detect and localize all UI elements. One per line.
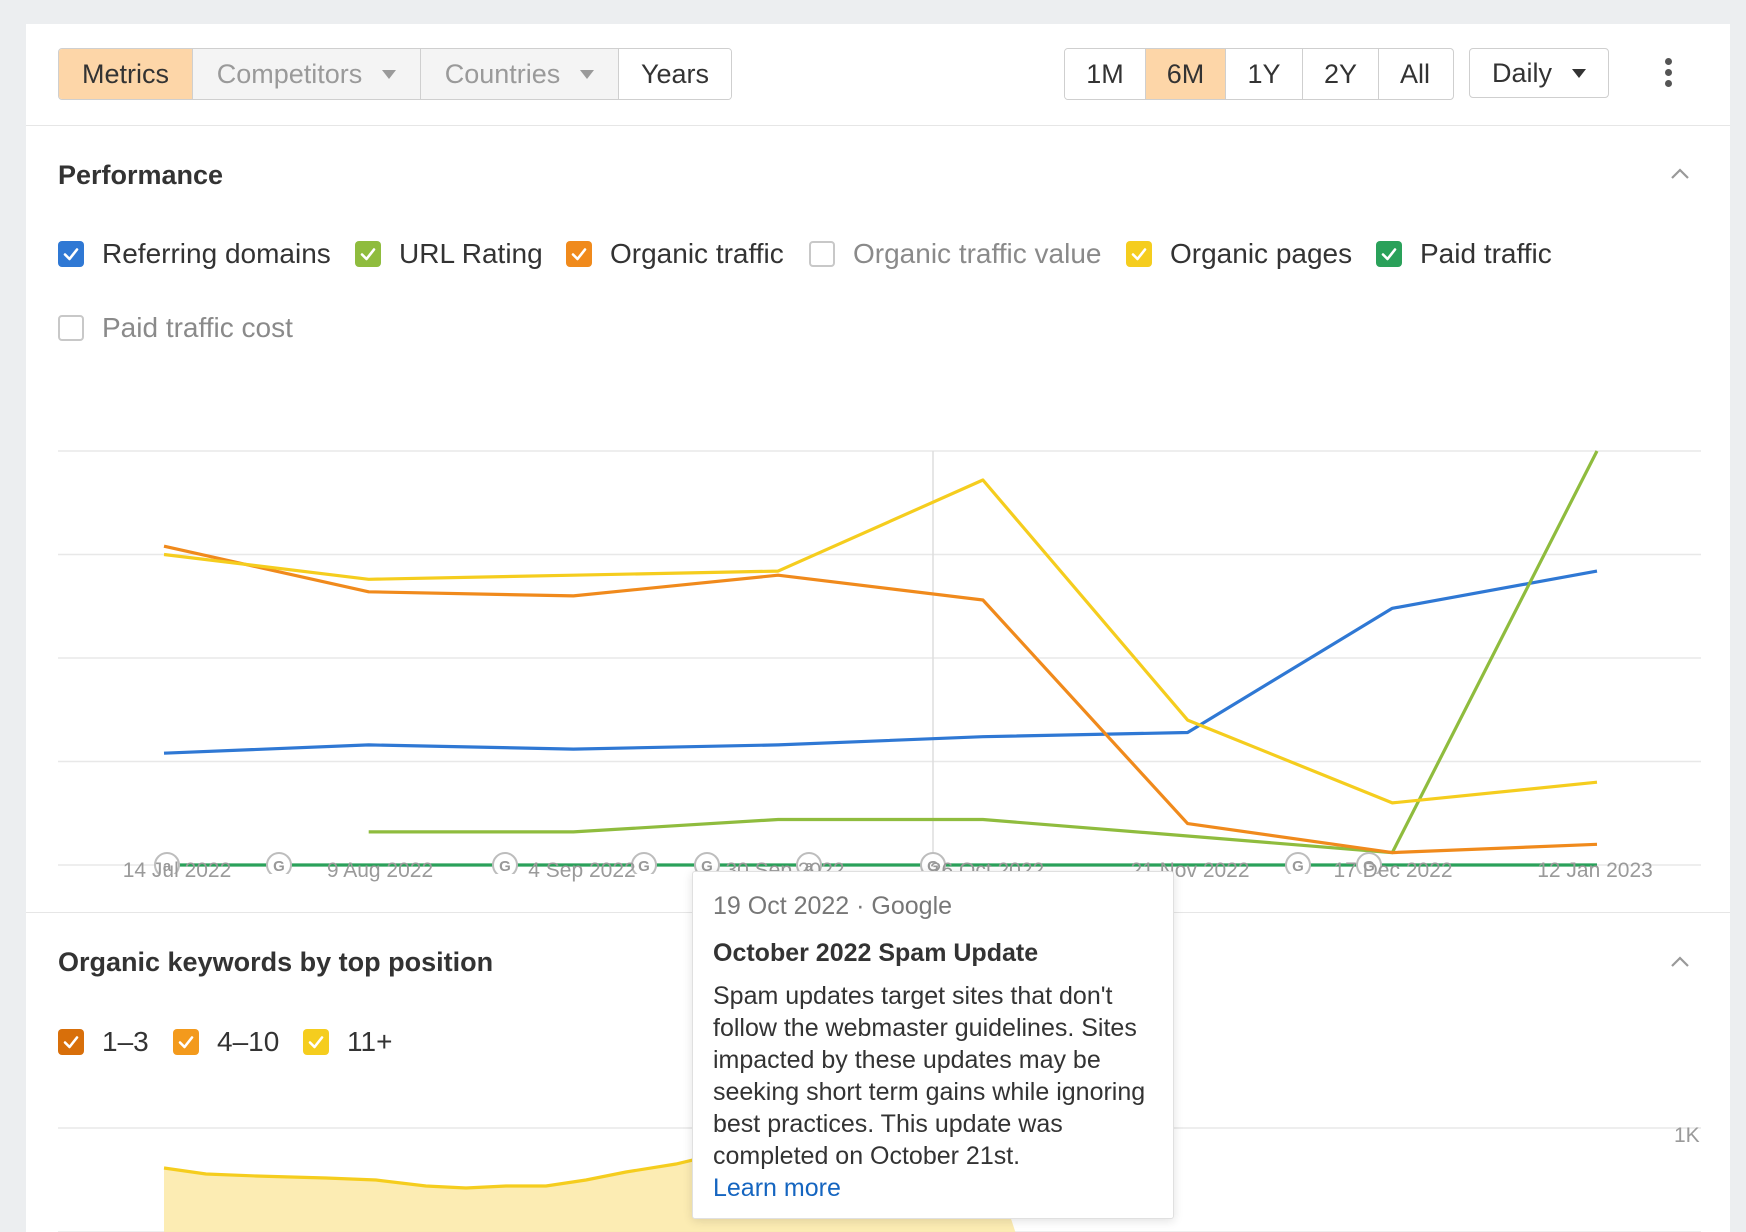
range-1m[interactable]: 1M — [1065, 49, 1146, 99]
annotation-tooltip: 19 Oct 2022 · Google October 2022 Spam U… — [692, 871, 1174, 1219]
legend-label: Paid traffic cost — [102, 312, 293, 343]
toolbar: Metrics Competitors Countries Years 1M 6… — [26, 24, 1730, 126]
marker-circle — [154, 852, 180, 874]
chevron-down-icon — [1572, 68, 1586, 78]
annotation-marker-icon: G — [1356, 852, 1382, 874]
legend-item[interactable]: 11+ — [303, 1026, 392, 1058]
marker-circle — [1285, 852, 1311, 874]
marker-label: G — [499, 858, 511, 874]
marker-label: G — [1363, 858, 1375, 874]
tab-countries[interactable]: Countries — [421, 49, 619, 99]
checkbox[interactable] — [303, 1029, 329, 1055]
x-tick-label: 9 Aug 2022 — [326, 859, 434, 882]
chevron-up-icon[interactable] — [1670, 952, 1690, 972]
legend-item[interactable]: 4–10 — [173, 1026, 279, 1058]
marker-label: a — [163, 858, 172, 874]
marker-circle — [1356, 852, 1382, 874]
range-6m[interactable]: 6M — [1146, 49, 1226, 99]
marker-circle — [694, 852, 720, 874]
y-tick-label: 1K — [1674, 1124, 1700, 1147]
marker-circle — [266, 852, 292, 874]
legend-label: Organic traffic — [610, 238, 784, 269]
chevron-down-icon — [580, 69, 595, 79]
x-tick-label: 17 Dec 2022 — [1333, 859, 1453, 882]
keywords-title: Organic keywords by top position — [58, 947, 494, 977]
marker-label: G — [638, 858, 650, 874]
marker-circle — [492, 852, 518, 874]
legend-label: 4–10 — [217, 1026, 280, 1057]
tooltip-title: October 2022 Spam Update — [713, 939, 1039, 967]
legend-item[interactable]: Referring domains — [58, 238, 331, 270]
checkbox[interactable] — [58, 315, 84, 341]
legend-label: Referring domains — [102, 238, 331, 269]
range-all[interactable]: All — [1379, 49, 1451, 99]
interval-dropdown[interactable]: Daily — [1469, 48, 1609, 98]
checkbox[interactable] — [1376, 241, 1402, 267]
tooltip-body: Spam updates target sites that don't fol… — [713, 982, 1146, 1170]
annotation-marker-icon: a — [796, 852, 822, 874]
x-tick-label: 14 Jul 2022 — [122, 859, 232, 882]
legend-item[interactable]: Paid traffic — [1376, 238, 1552, 270]
legend-label: Organic pages — [1170, 238, 1353, 269]
marker-label: a — [805, 858, 814, 874]
checkbox[interactable] — [58, 1029, 84, 1055]
marker-label: G — [927, 858, 939, 874]
series-line — [163, 544, 1598, 855]
series-line — [163, 478, 1598, 805]
x-tick-label: 12 Jan 2023 — [1537, 859, 1653, 882]
tab-competitors[interactable]: Competitors — [193, 49, 421, 99]
checkbox[interactable] — [1126, 241, 1152, 267]
legend-item[interactable]: Organic pages — [1126, 238, 1352, 270]
range-selector: 1M 6M 1Y 2Y All — [1064, 48, 1454, 100]
view-selector: Metrics Competitors Countries Years — [58, 48, 732, 100]
checkbox[interactable] — [809, 241, 835, 267]
chevron-down-icon — [382, 69, 397, 79]
marker-label: G — [1292, 858, 1304, 874]
legend-item[interactable]: Organic traffic — [566, 238, 784, 270]
more-options-icon[interactable] — [1663, 58, 1673, 90]
annotation-marker-icon: G — [694, 852, 720, 874]
legend-label: Paid traffic — [1420, 238, 1552, 269]
marker-circle — [631, 852, 657, 874]
annotation-marker-icon: G — [631, 852, 657, 874]
x-tick-label: 4 Sep 2022 — [528, 859, 636, 882]
marker-label: G — [273, 858, 285, 874]
legend-label: 1–3 — [102, 1026, 149, 1057]
chevron-up-icon[interactable] — [1670, 164, 1690, 184]
marker-label: G — [701, 858, 713, 874]
checkbox[interactable] — [566, 241, 592, 267]
legend-item[interactable]: 1–3 — [58, 1026, 149, 1058]
annotation-marker-icon: G — [1285, 852, 1311, 874]
checkbox[interactable] — [355, 241, 381, 267]
annotation-marker-icon: G — [492, 852, 518, 874]
checkbox[interactable] — [173, 1029, 199, 1055]
marker-circle — [920, 852, 946, 874]
annotation-marker-icon: G — [266, 852, 292, 874]
tooltip-date-source: 19 Oct 2022 · Google — [713, 892, 953, 920]
annotation-marker-icon: G — [920, 852, 946, 874]
legend-item[interactable]: URL Rating — [355, 238, 543, 270]
legend-item[interactable]: Paid traffic cost — [58, 312, 293, 344]
interval-label: Daily — [1491, 57, 1552, 88]
range-2y[interactable]: 2Y — [1303, 49, 1379, 99]
checkbox[interactable] — [58, 241, 84, 267]
series-line — [368, 450, 1599, 855]
annotation-marker-icon: a — [154, 852, 180, 874]
marker-circle — [796, 852, 822, 874]
range-1y[interactable]: 1Y — [1226, 49, 1303, 99]
legend-label: URL Rating — [399, 238, 543, 269]
tab-metrics[interactable]: Metrics — [59, 49, 193, 99]
series-line — [163, 569, 1598, 755]
legend-item[interactable]: Organic traffic value — [809, 238, 1102, 270]
performance-title: Performance — [58, 160, 224, 190]
legend-label: Organic traffic value — [853, 238, 1102, 269]
legend-label: 11+ — [347, 1026, 393, 1057]
tab-years[interactable]: Years — [619, 49, 731, 99]
learn-more-link[interactable]: Learn more — [713, 1174, 841, 1202]
